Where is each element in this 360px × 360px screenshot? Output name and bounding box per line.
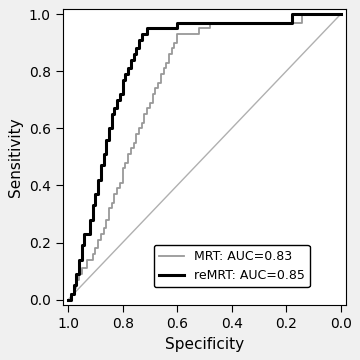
X-axis label: Specificity: Specificity	[165, 337, 244, 352]
Y-axis label: Sensitivity: Sensitivity	[8, 117, 23, 197]
Legend: MRT: AUC=0.83, reMRT: AUC=0.85: MRT: AUC=0.83, reMRT: AUC=0.85	[154, 245, 310, 287]
